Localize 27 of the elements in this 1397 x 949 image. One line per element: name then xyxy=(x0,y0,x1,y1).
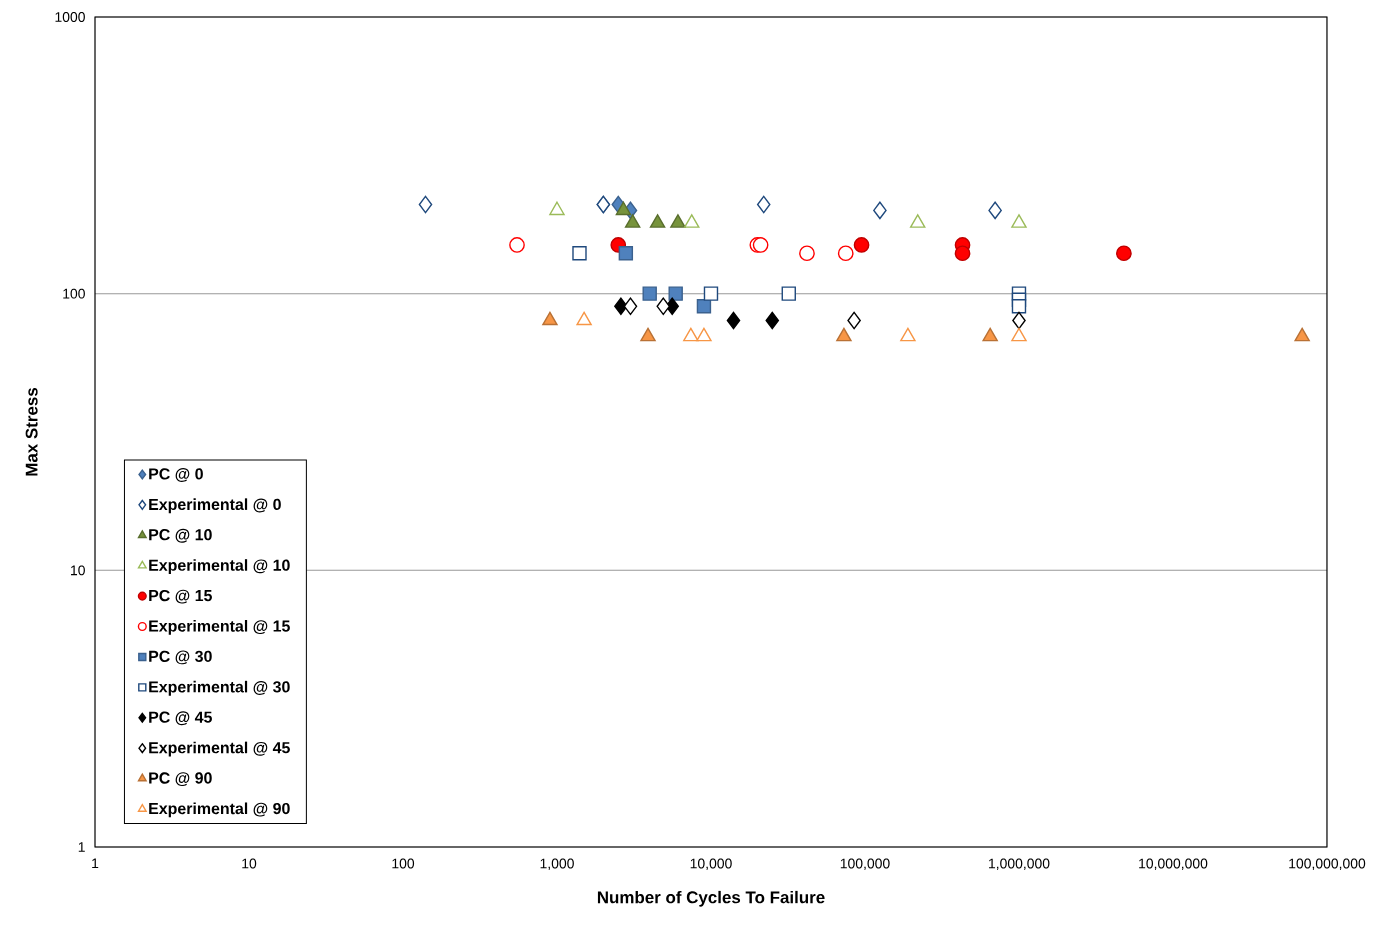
x-tick-label: 10 xyxy=(242,858,257,869)
x-tick-label: 1 xyxy=(92,858,99,869)
x-tick-label: 100 xyxy=(392,858,415,869)
x-tick-label: 100,000,000 xyxy=(1289,858,1366,871)
legend-label: PC @ 0 xyxy=(149,468,203,482)
y-axis-title: Max Stress xyxy=(25,388,38,476)
legend-label: PC @ 10 xyxy=(149,528,212,543)
x-tick-label: 10,000,000 xyxy=(1139,858,1208,871)
legend-label: PC @ 45 xyxy=(149,711,212,726)
legend-label: PC @ 15 xyxy=(149,589,212,604)
x-tick-label: 100,000 xyxy=(840,858,890,871)
y-tick-label: 100 xyxy=(63,288,85,299)
y-tick-label: 1000 xyxy=(55,12,85,22)
x-tick-label: 1,000,000 xyxy=(989,858,1050,871)
legend-label: Experimental @ 30 xyxy=(149,680,290,696)
y-tick-label: 1 xyxy=(78,842,85,852)
legend-label: Experimental @ 10 xyxy=(149,559,290,575)
legend-label: Experimental @ 15 xyxy=(149,620,290,635)
x-tick-label: 10,000 xyxy=(690,858,732,871)
legend-label: Experimental @ 90 xyxy=(149,802,290,818)
legend-label: PC @ 30 xyxy=(149,650,212,665)
y-tick-label: 10 xyxy=(71,565,85,576)
x-tick-label: 1,000 xyxy=(540,858,574,871)
legend-label: Experimental @ 0 xyxy=(149,498,281,514)
legend-label: PC @ 90 xyxy=(149,772,212,787)
x-axis-title: Number of Cycles To Failure xyxy=(597,890,825,907)
legend-label: Experimental @ 45 xyxy=(149,741,290,757)
